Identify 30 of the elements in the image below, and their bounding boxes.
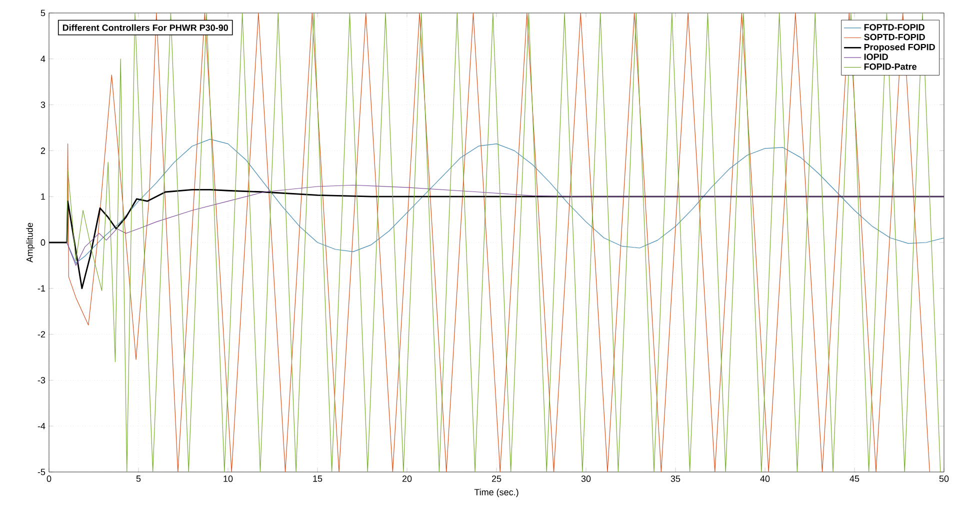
x-tick-label: 0 <box>46 476 52 482</box>
x-tick-label: 50 <box>939 476 949 482</box>
y-axis-title: Amplitude <box>26 222 35 262</box>
legend-label: FOPTD-FOPID <box>864 24 924 30</box>
y-tick-label: -4 <box>38 422 46 430</box>
y-tick-label: -1 <box>38 285 46 292</box>
x-tick-label: 40 <box>760 476 770 482</box>
y-tick-label: 1 <box>41 193 46 200</box>
x-tick-label: 5 <box>136 476 141 482</box>
x-tick-label: 15 <box>313 476 322 482</box>
x-tick-label: 10 <box>224 476 233 482</box>
x-tick-label: 35 <box>670 476 680 482</box>
y-tick-label: 3 <box>40 102 46 108</box>
legend-label: SOPTD-FOPID <box>864 34 925 40</box>
x-tick-label: 25 <box>492 476 502 482</box>
legend-label: Proposed FOPID <box>864 44 935 52</box>
x-tick-label: 45 <box>850 476 860 482</box>
x-tick-label: 20 <box>402 476 412 482</box>
y-tick-label: 2 <box>40 148 46 154</box>
y-tick-label: -3 <box>38 376 46 384</box>
y-tick-label: 4 <box>40 56 46 62</box>
legend-label: IOPID <box>864 54 888 60</box>
text: Different Controllers For PHWR P30-90 <box>62 24 228 31</box>
legend-label: FOPID-Patre <box>864 63 917 70</box>
y-tick-label: 5 <box>40 10 46 16</box>
y-tick-label: 0 <box>40 239 46 246</box>
x-axis-title: Time (sec.) <box>474 488 518 498</box>
y-tick-label: -2 <box>38 331 46 338</box>
y-tick-label: -5 <box>38 468 46 476</box>
x-tick-label: 30 <box>581 476 591 482</box>
